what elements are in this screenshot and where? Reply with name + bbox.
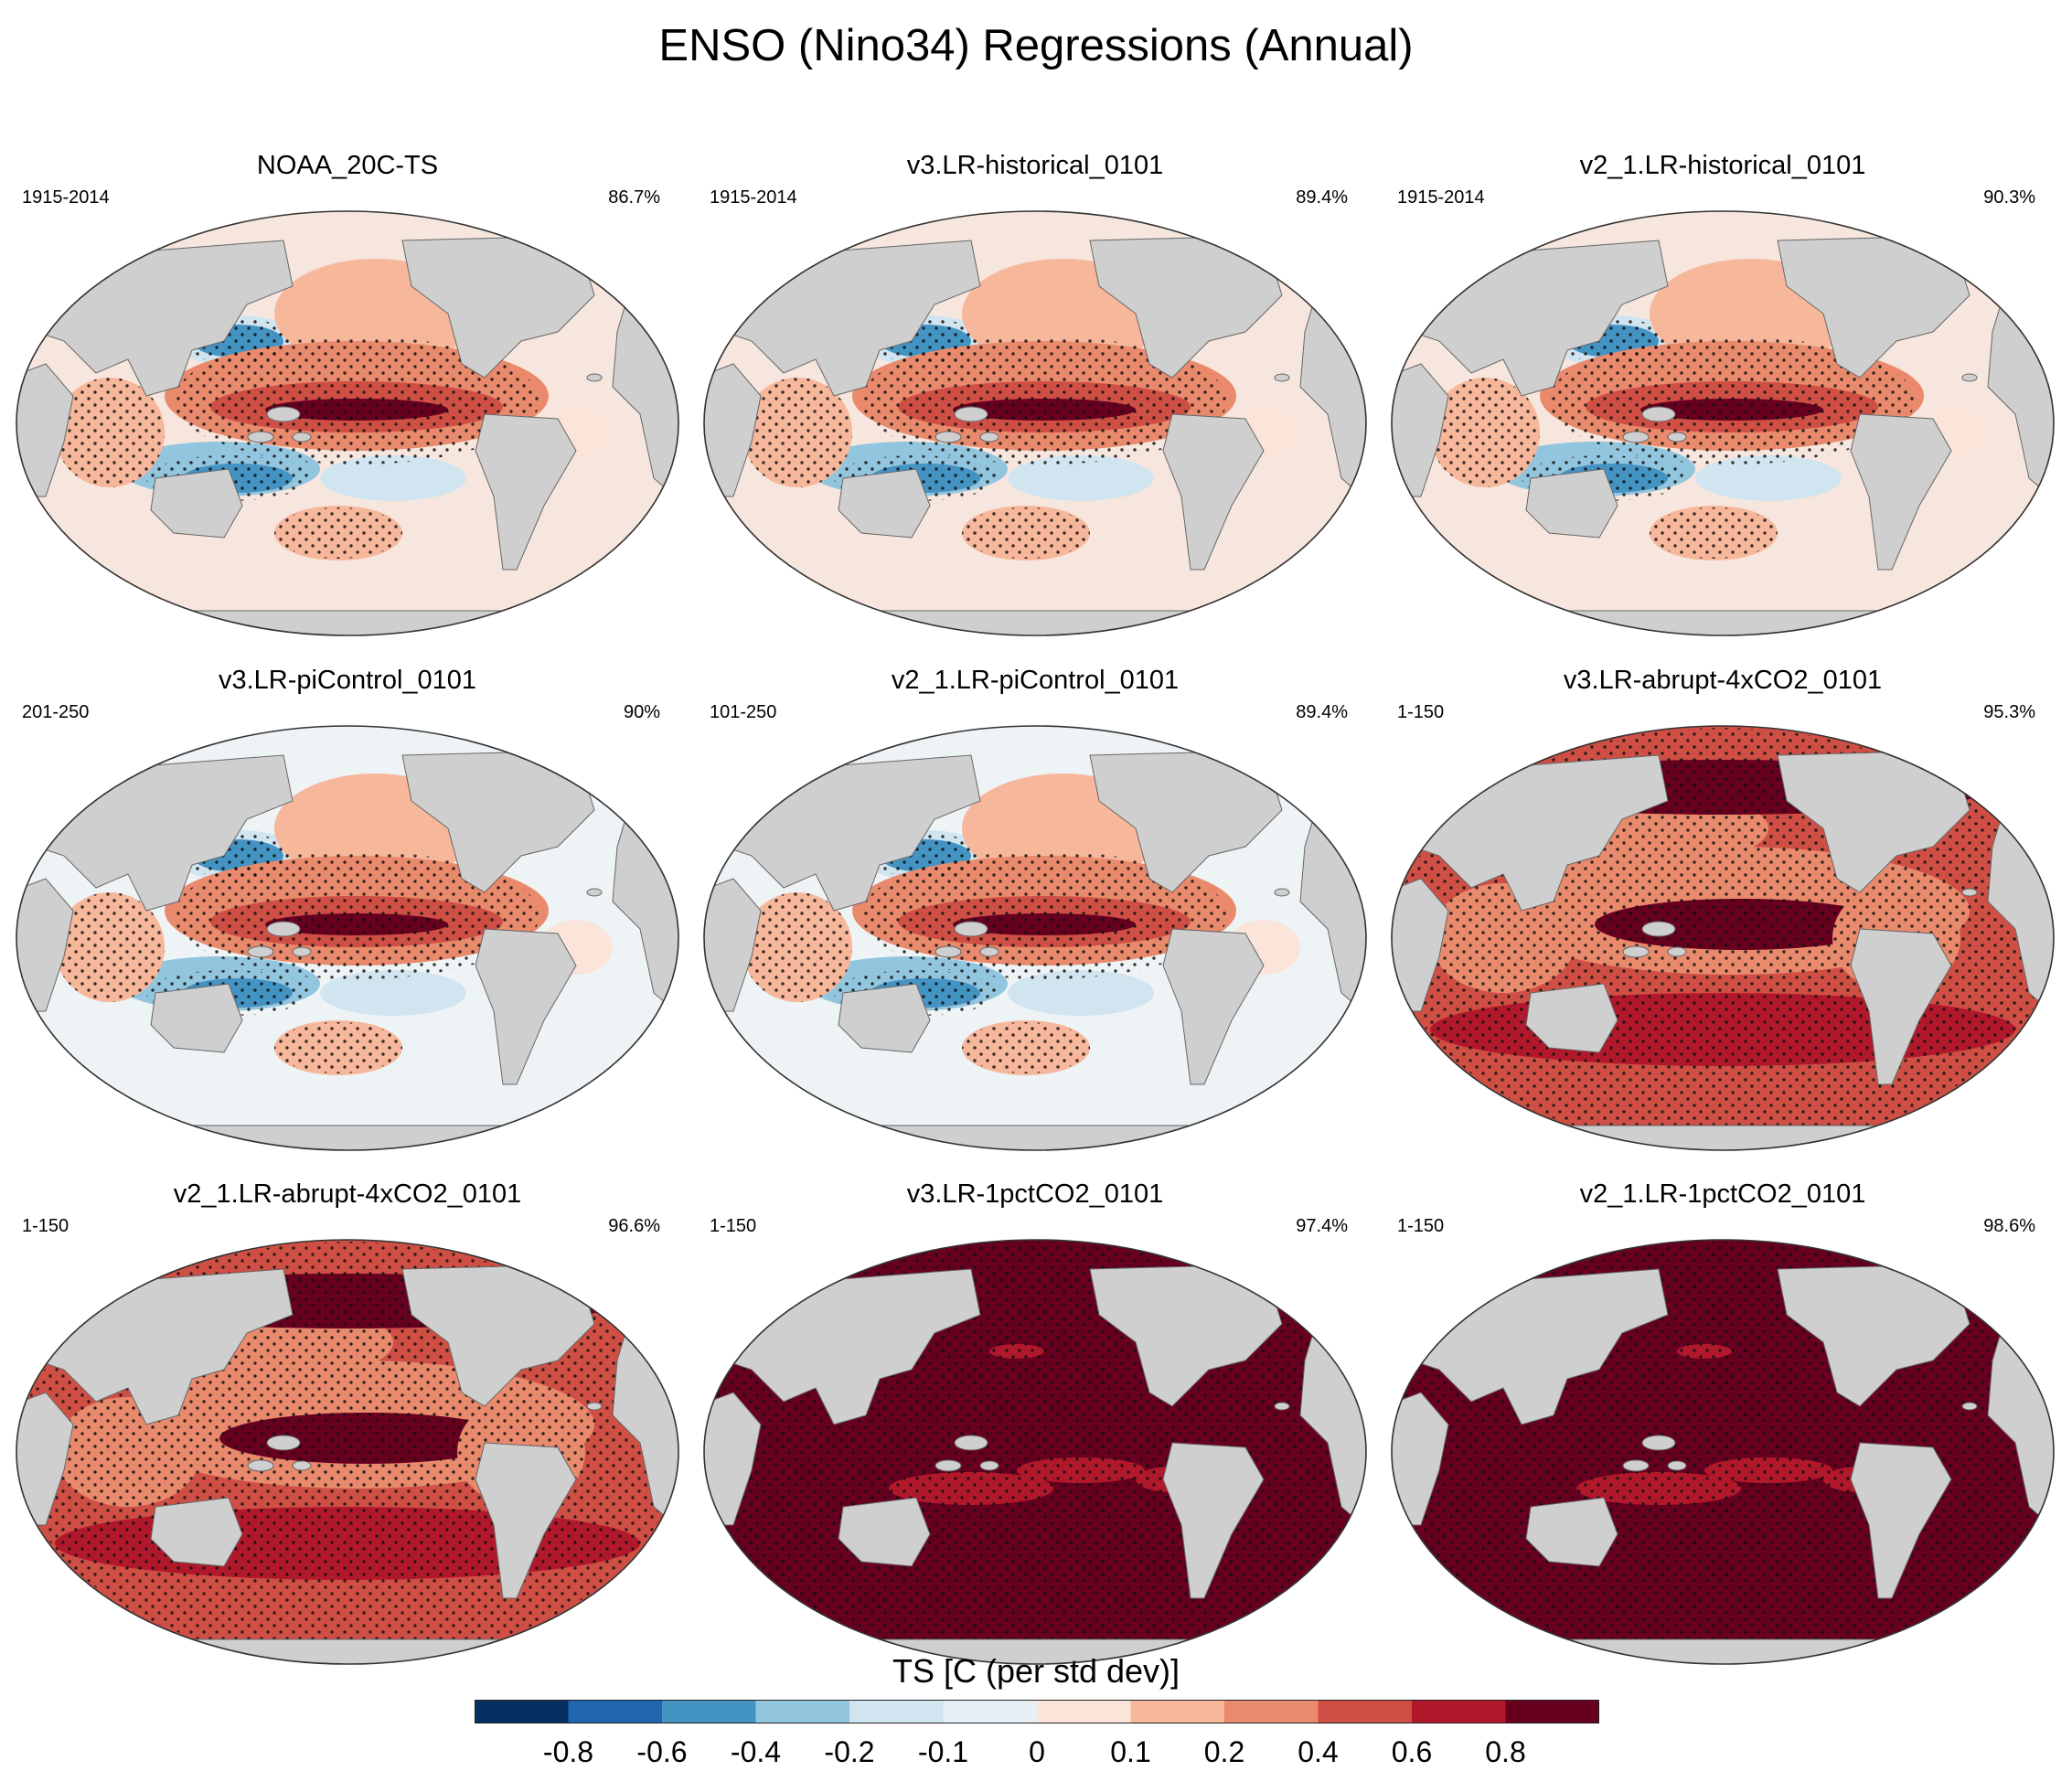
- world-map: [1391, 725, 2055, 1151]
- colorbar-swatch: [1130, 1700, 1225, 1723]
- world-map: [16, 210, 679, 636]
- panel-percentage: 86.7%: [608, 187, 660, 208]
- colorbar-swatch: [475, 1700, 569, 1723]
- colorbar-title: TS [C (per std dev)]: [892, 1652, 1180, 1690]
- colorbar-tick-label: 0.1: [1110, 1735, 1151, 1768]
- panel-title: v3.LR-1pctCO2_0101: [906, 1179, 1164, 1209]
- map-panel: v2_1.LR-historical_0101 1915-2014 90.3%: [1384, 151, 2061, 645]
- world-map: [1391, 210, 2055, 636]
- colorbar-swatch: [1037, 1700, 1131, 1723]
- colorbar-tick-label: 0.4: [1298, 1735, 1339, 1768]
- colorbar-swatch: [1318, 1700, 1413, 1723]
- world-map: [1391, 1239, 2055, 1665]
- world-map: [16, 1239, 679, 1665]
- panel-percentage: 95.3%: [1983, 702, 2035, 722]
- colorbar-swatch: [849, 1700, 944, 1723]
- map-panel: v2_1.LR-piControl_0101 101-250 89.4%: [697, 666, 1373, 1159]
- panel-title: v3.LR-piControl_0101: [218, 666, 477, 695]
- panel-years: 1-150: [22, 1216, 69, 1236]
- world-map: [703, 210, 1367, 636]
- colorbar-swatch: [1224, 1700, 1319, 1723]
- map-panel: v3.LR-historical_0101 1915-2014 89.4%: [697, 151, 1373, 645]
- colorbar-tick-label: -0.8: [542, 1735, 594, 1768]
- colorbar-swatch: [943, 1700, 1038, 1723]
- panel-percentage: 97.4%: [1296, 1216, 1348, 1236]
- figure-title: ENSO (Nino34) Regressions (Annual): [658, 21, 1414, 70]
- panel-title: v2_1.LR-1pctCO2_0101: [1579, 1179, 1866, 1209]
- panel-title: v2_1.LR-historical_0101: [1579, 151, 1866, 180]
- map-panel: v2_1.LR-abrupt-4xCO2_0101 1-150 96.6%: [9, 1179, 686, 1673]
- panel-percentage: 96.6%: [608, 1216, 660, 1236]
- panel-years: 1915-2014: [1397, 187, 1485, 208]
- map-panel: NOAA_20C-TS 1915-2014 86.7%: [9, 151, 686, 645]
- map-panel: v3.LR-abrupt-4xCO2_0101 1-150 95.3%: [1384, 666, 2061, 1159]
- colorbar-tick-label: 0.2: [1203, 1735, 1245, 1768]
- map-panel: v3.LR-piControl_0101 201-250 90%: [9, 666, 686, 1159]
- panel-years: 1915-2014: [710, 187, 797, 208]
- world-map: [703, 1239, 1367, 1665]
- world-map: [16, 725, 679, 1151]
- colorbar: [475, 1700, 1599, 1723]
- colorbar-tick-label: 0: [1029, 1735, 1045, 1768]
- colorbar-swatch: [568, 1700, 663, 1723]
- panel-percentage: 90%: [623, 702, 660, 722]
- panel-title: NOAA_20C-TS: [256, 151, 439, 180]
- panel-years: 1-150: [710, 1216, 757, 1236]
- world-map: [703, 725, 1367, 1151]
- map-panel: v2_1.LR-1pctCO2_0101 1-150 98.6%: [1384, 1179, 2061, 1673]
- colorbar-tick-label: 0.8: [1485, 1735, 1526, 1768]
- panel-title: v3.LR-historical_0101: [906, 151, 1164, 180]
- colorbar-tick-label: 0.6: [1391, 1735, 1433, 1768]
- panel-percentage: 98.6%: [1983, 1216, 2035, 1236]
- map-panel: v3.LR-1pctCO2_0101 1-150 97.4%: [697, 1179, 1373, 1673]
- panel-percentage: 89.4%: [1296, 702, 1348, 722]
- panel-title: v2_1.LR-abrupt-4xCO2_0101: [173, 1179, 522, 1209]
- panel-title: v2_1.LR-piControl_0101: [891, 666, 1180, 695]
- colorbar-tick-label: -0.2: [824, 1735, 875, 1768]
- colorbar-tick-label: -0.4: [730, 1735, 782, 1768]
- panel-years: 201-250: [22, 702, 90, 722]
- colorbar-swatch: [662, 1700, 756, 1723]
- colorbar-swatch: [755, 1700, 850, 1723]
- panel-title: v3.LR-abrupt-4xCO2_0101: [1563, 666, 1883, 695]
- panel-years: 1-150: [1397, 1216, 1445, 1236]
- panel-percentage: 90.3%: [1983, 187, 2035, 208]
- colorbar-swatch: [1412, 1700, 1506, 1723]
- panel-years: 1915-2014: [22, 187, 110, 208]
- panel-percentage: 89.4%: [1296, 187, 1348, 208]
- colorbar-swatch: [1505, 1700, 1599, 1723]
- panel-years: 1-150: [1397, 702, 1445, 722]
- panel-years: 101-250: [710, 702, 777, 722]
- colorbar-tick-label: -0.1: [917, 1735, 969, 1768]
- colorbar-tick-label: -0.6: [636, 1735, 688, 1768]
